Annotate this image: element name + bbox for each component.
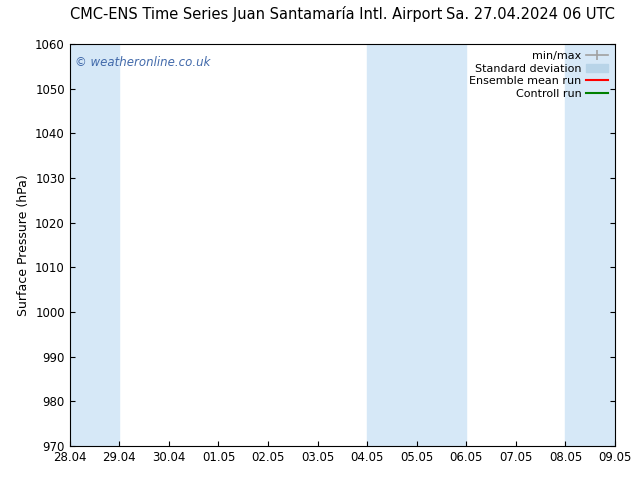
Y-axis label: Surface Pressure (hPa): Surface Pressure (hPa) (16, 174, 30, 316)
Bar (70, 44, 119, 446)
Bar (367, 44, 466, 446)
Text: CMC-ENS Time Series Juan Santamaría Intl. Airport: CMC-ENS Time Series Juan Santamaría Intl… (70, 6, 442, 22)
Bar (566, 44, 615, 446)
Text: © weatheronline.co.uk: © weatheronline.co.uk (75, 56, 210, 69)
Legend: min/max, Standard deviation, Ensemble mean run, Controll run: min/max, Standard deviation, Ensemble me… (465, 47, 612, 103)
Text: Sa. 27.04.2024 06 UTC: Sa. 27.04.2024 06 UTC (446, 7, 615, 22)
